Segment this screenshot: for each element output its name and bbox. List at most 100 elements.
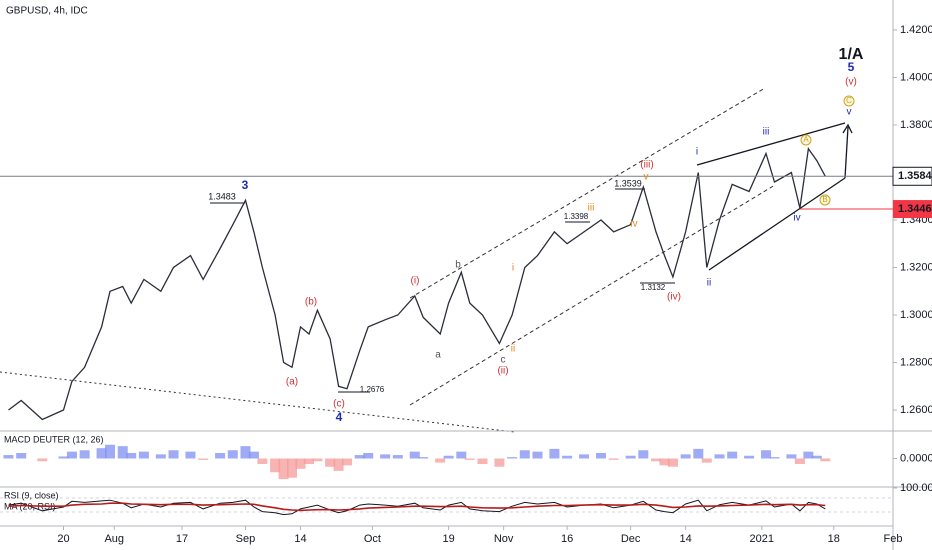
wave-label: 1.2676	[360, 385, 385, 394]
histogram-bar	[456, 451, 467, 459]
histogram-bar	[727, 451, 738, 459]
histogram-bar	[96, 448, 107, 459]
histogram-bar	[117, 446, 128, 459]
wave-circle	[843, 95, 855, 107]
wave-label: (c)	[333, 399, 345, 410]
x-tick-label: Oct	[364, 533, 381, 545]
histogram-bar	[248, 451, 259, 459]
wave-label: iv	[793, 213, 800, 224]
histogram-bar	[794, 458, 805, 464]
histogram-bar	[138, 451, 149, 459]
histogram-bar	[477, 458, 488, 464]
wave-label: c	[501, 355, 506, 366]
histogram-bar	[303, 458, 314, 464]
histogram-bar	[659, 458, 670, 466]
histogram-bar	[392, 455, 403, 459]
chart-title: GBPUSD, 4h, IDC	[6, 6, 88, 17]
indicator-line	[8, 499, 826, 516]
histogram-bar	[58, 456, 69, 459]
histogram-bar	[257, 458, 268, 464]
histogram-bar	[240, 446, 251, 459]
wave-label: i	[696, 147, 698, 158]
x-tick-label: 20	[57, 533, 69, 545]
wave-label: (iv)	[667, 292, 681, 303]
y-tick-label: 1.3200	[900, 261, 932, 273]
wave-label: iv	[630, 219, 637, 230]
price-line	[8, 146, 826, 421]
wave-label: 5	[848, 60, 855, 74]
histogram-bar	[820, 458, 831, 462]
x-tick-label: 2021	[750, 533, 774, 545]
wave-label: 4	[336, 410, 343, 424]
y-tick-label: 1.4200	[900, 24, 932, 36]
triangle-lower	[708, 177, 846, 271]
wave-label: a	[435, 350, 441, 361]
wave-label: (b)	[305, 297, 317, 308]
wave-label: i	[512, 263, 514, 274]
histogram-bar	[769, 457, 780, 459]
histogram-bar	[562, 455, 573, 459]
wave-label: 1.3132	[641, 283, 666, 292]
histogram-bar	[811, 455, 822, 459]
price-label: 1.3446	[898, 203, 932, 215]
channel-upper	[409, 87, 766, 299]
indicator-title: MACD DEUTER (12, 26)	[4, 434, 104, 444]
y-tick-label: 1.3000	[900, 309, 932, 321]
histogram-bar	[37, 458, 48, 462]
wave-label: 1.3539	[614, 178, 642, 188]
y-tick-label: 0.0000	[900, 452, 932, 464]
histogram-bar	[342, 458, 353, 466]
wave-label: 1/A	[839, 46, 864, 63]
wave-label: iii	[588, 203, 595, 214]
wave-label: A	[803, 135, 809, 144]
histogram-bar	[507, 457, 518, 459]
wave-label: (ii)	[497, 366, 508, 377]
histogram-bar	[744, 455, 755, 459]
histogram-bar	[215, 453, 226, 459]
x-tick-label: Dec	[621, 533, 641, 545]
x-tick-label: 18	[828, 533, 840, 545]
wave-label: (v)	[845, 77, 857, 88]
y-tick-label: 1.3800	[900, 119, 932, 131]
histogram-bar	[519, 450, 530, 459]
wave-label: v	[847, 107, 852, 118]
histogram-bar	[680, 454, 691, 459]
wave-label: ii	[707, 278, 711, 289]
histogram-bar	[198, 458, 209, 460]
histogram-bar	[66, 451, 77, 459]
y-tick-label: 1.4000	[900, 71, 932, 83]
trend-line	[0, 371, 516, 433]
histogram-bar	[701, 458, 712, 463]
y-tick-label: 1.2800	[900, 356, 932, 368]
histogram-bar	[333, 458, 344, 471]
wave-label: (a)	[286, 377, 298, 388]
x-tick-label: 14	[679, 533, 691, 545]
x-tick-label: Feb	[884, 533, 903, 545]
histogram-bar	[126, 453, 137, 459]
x-tick-label: 17	[176, 533, 188, 545]
y-tick-label: 100.00	[900, 482, 932, 494]
histogram-bar	[287, 458, 298, 478]
histogram-bar	[105, 444, 116, 459]
histogram-bar	[608, 458, 619, 460]
histogram-bar	[579, 454, 590, 459]
x-tick-label: 19	[442, 533, 454, 545]
wave-circle	[819, 194, 831, 206]
histogram-bar	[786, 454, 797, 459]
histogram-bar	[168, 450, 179, 459]
wave-label: B	[822, 195, 827, 204]
x-tick-label: Aug	[104, 533, 124, 545]
histogram-bar	[638, 450, 649, 459]
wave-label: (iii)	[640, 160, 653, 171]
x-tick-label: 16	[561, 533, 573, 545]
wave-label: b	[455, 260, 461, 271]
histogram-bar	[363, 453, 374, 459]
channel-lower	[409, 184, 776, 406]
legend-label: RSI (9, close)	[4, 490, 59, 500]
histogram-bar	[532, 451, 543, 459]
wave-label: (i)	[411, 276, 420, 287]
histogram-bar	[435, 458, 446, 463]
